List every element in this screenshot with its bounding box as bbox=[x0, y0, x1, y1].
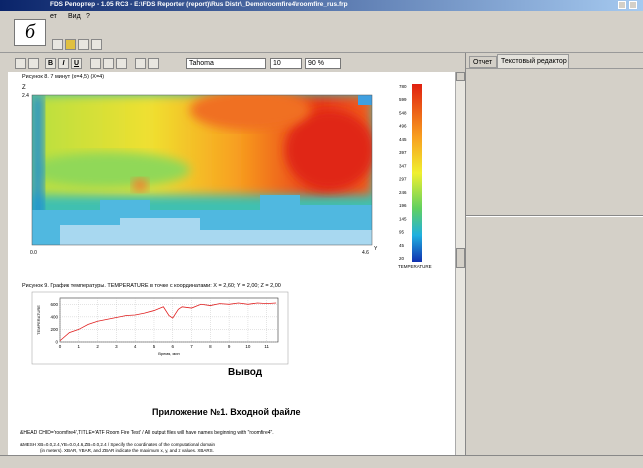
colorbar-label: 496 bbox=[399, 124, 407, 129]
italic-button[interactable]: I bbox=[58, 58, 69, 69]
axis-label: Z bbox=[22, 85, 26, 91]
x-tick-label: 1 bbox=[78, 344, 81, 349]
y-axis-label: TEMPERATURE bbox=[36, 305, 41, 335]
align-button[interactable] bbox=[103, 58, 114, 69]
colorbar-label: 445 bbox=[399, 137, 407, 142]
x-tick-label: 10 bbox=[245, 344, 251, 349]
tool-button[interactable] bbox=[65, 39, 76, 50]
y-tick-label: 600 bbox=[50, 302, 58, 307]
minimize-button[interactable] bbox=[618, 1, 626, 9]
underline-button[interactable]: U bbox=[71, 58, 82, 69]
colorbar-label: 347 bbox=[399, 163, 407, 168]
heatmap bbox=[32, 95, 372, 245]
code-line: &HEAD CHID='roomfire4',TITLE='ATF Room F… bbox=[20, 430, 274, 436]
heading: Вывод bbox=[228, 367, 263, 378]
x-axis-label: Время, мин bbox=[158, 351, 179, 356]
colorbar-label: 45 bbox=[399, 243, 405, 248]
data-line bbox=[59, 302, 277, 342]
menu-bar: ет Вид ? bbox=[0, 11, 643, 23]
y-tick-label: 400 bbox=[50, 314, 58, 319]
title-bar: FDS Репортер - 1.05 RC3 - E:\FDS Reporte… bbox=[0, 0, 643, 11]
side-panel: Отчет Текстовый редактор bbox=[465, 53, 643, 455]
tool-button[interactable] bbox=[91, 39, 102, 50]
tool-button[interactable] bbox=[78, 39, 89, 50]
tool-button[interactable] bbox=[15, 58, 26, 69]
menu-item[interactable]: Вид bbox=[68, 13, 81, 20]
scrollbar bbox=[455, 72, 465, 455]
x-tick-label: 2 bbox=[96, 344, 99, 349]
window-title: FDS Репортер - 1.05 RC3 - E:\FDS Reporte… bbox=[50, 1, 348, 8]
menu-item[interactable]: ет bbox=[50, 13, 57, 20]
x-tick-label: 7 bbox=[190, 344, 193, 349]
colorbar-label: 599 bbox=[399, 97, 407, 102]
colorbar-label: 95 bbox=[399, 230, 405, 235]
size-select[interactable]: 10 bbox=[270, 58, 302, 69]
tab-line bbox=[466, 68, 643, 69]
tab[interactable]: Отчет bbox=[469, 56, 497, 68]
colorbar-labels: 780 599 548 496 445 397 347 297 246 196 145 95 45 20 bbox=[399, 84, 407, 261]
x-tick-label: 3 bbox=[115, 344, 118, 349]
document-canvas: Рисунок 8. 7 минут (x=4,5) (X=4) Z 2.4 0… bbox=[8, 72, 455, 455]
x-tick-label: 8 bbox=[209, 344, 212, 349]
y-tick-label: 200 bbox=[50, 327, 58, 332]
code-line: (in meters). XBAR, YBAR, and ZBAR indica… bbox=[40, 448, 214, 453]
heading: Приложение №1. Входной файле bbox=[152, 407, 301, 417]
plot-area bbox=[59, 297, 279, 343]
tool-button[interactable] bbox=[52, 39, 63, 50]
menu-item[interactable]: ? bbox=[86, 13, 90, 20]
x-tick-label: 6 bbox=[172, 344, 175, 349]
axis-label: Y bbox=[374, 246, 378, 252]
colorbar-label: 297 bbox=[399, 177, 407, 182]
axis-value: 4.6 bbox=[362, 250, 369, 256]
colorbar-label: 397 bbox=[399, 150, 407, 155]
figure-label: б bbox=[14, 19, 46, 46]
bold-button[interactable]: B bbox=[45, 58, 56, 69]
colorbar-title: TEMPERATURE bbox=[398, 264, 432, 269]
zoom-select[interactable]: 90 % bbox=[305, 58, 341, 69]
splitter bbox=[466, 215, 643, 217]
status-bar bbox=[0, 455, 643, 468]
toolbar-format: B I U Tahoma 10 90 % bbox=[0, 55, 465, 71]
axis-value: 0.0 bbox=[30, 250, 37, 256]
tab-active[interactable]: Текстовый редактор bbox=[497, 54, 569, 68]
x-tick-label: 11 bbox=[264, 344, 269, 349]
chart-frame bbox=[31, 291, 289, 365]
close-button[interactable] bbox=[629, 1, 637, 9]
x-tick-label: 9 bbox=[228, 344, 231, 349]
colorbar-label: 20 bbox=[399, 256, 405, 261]
code-line: &MESH XB=0.0,2.4,YB=0.0,4.6,ZB=0.0,2.4 /… bbox=[20, 442, 215, 447]
scroll-up[interactable] bbox=[456, 72, 465, 81]
colorbar-label: 196 bbox=[399, 203, 407, 208]
figure-caption: Рисунок 8. 7 минут (x=4,5) (X=4) bbox=[22, 74, 104, 80]
print-button[interactable] bbox=[148, 58, 159, 69]
y-tick-label: 0 bbox=[55, 340, 58, 345]
colorbar-label: 780 bbox=[399, 84, 407, 89]
x-tick-label: 5 bbox=[153, 344, 156, 349]
x-tick-label: 0 bbox=[59, 344, 62, 349]
axis-value: 2.4 bbox=[22, 93, 29, 99]
scroll-thumb[interactable] bbox=[456, 248, 465, 268]
font-select[interactable]: Tahoma bbox=[186, 58, 266, 69]
colorbar bbox=[412, 84, 422, 262]
align-button[interactable] bbox=[90, 58, 101, 69]
figure-caption: Рисунок 9. График температуры. TEMPERATU… bbox=[22, 283, 281, 289]
colorbar-label: 548 bbox=[399, 110, 407, 115]
colorbar-label: 145 bbox=[399, 216, 407, 221]
colorbar-label: 246 bbox=[399, 190, 407, 195]
toolbar-top bbox=[0, 23, 643, 53]
tool-button[interactable] bbox=[135, 58, 146, 69]
align-button[interactable] bbox=[116, 58, 127, 69]
x-tick-label: 4 bbox=[134, 344, 137, 349]
line-chart: 0 200 400 600 0 1 2 3 4 5 6 7 8 9 10 11 Время, мин TEMPER… bbox=[36, 297, 279, 356]
heatmap-frame bbox=[31, 94, 373, 246]
tool-button[interactable] bbox=[28, 58, 39, 69]
